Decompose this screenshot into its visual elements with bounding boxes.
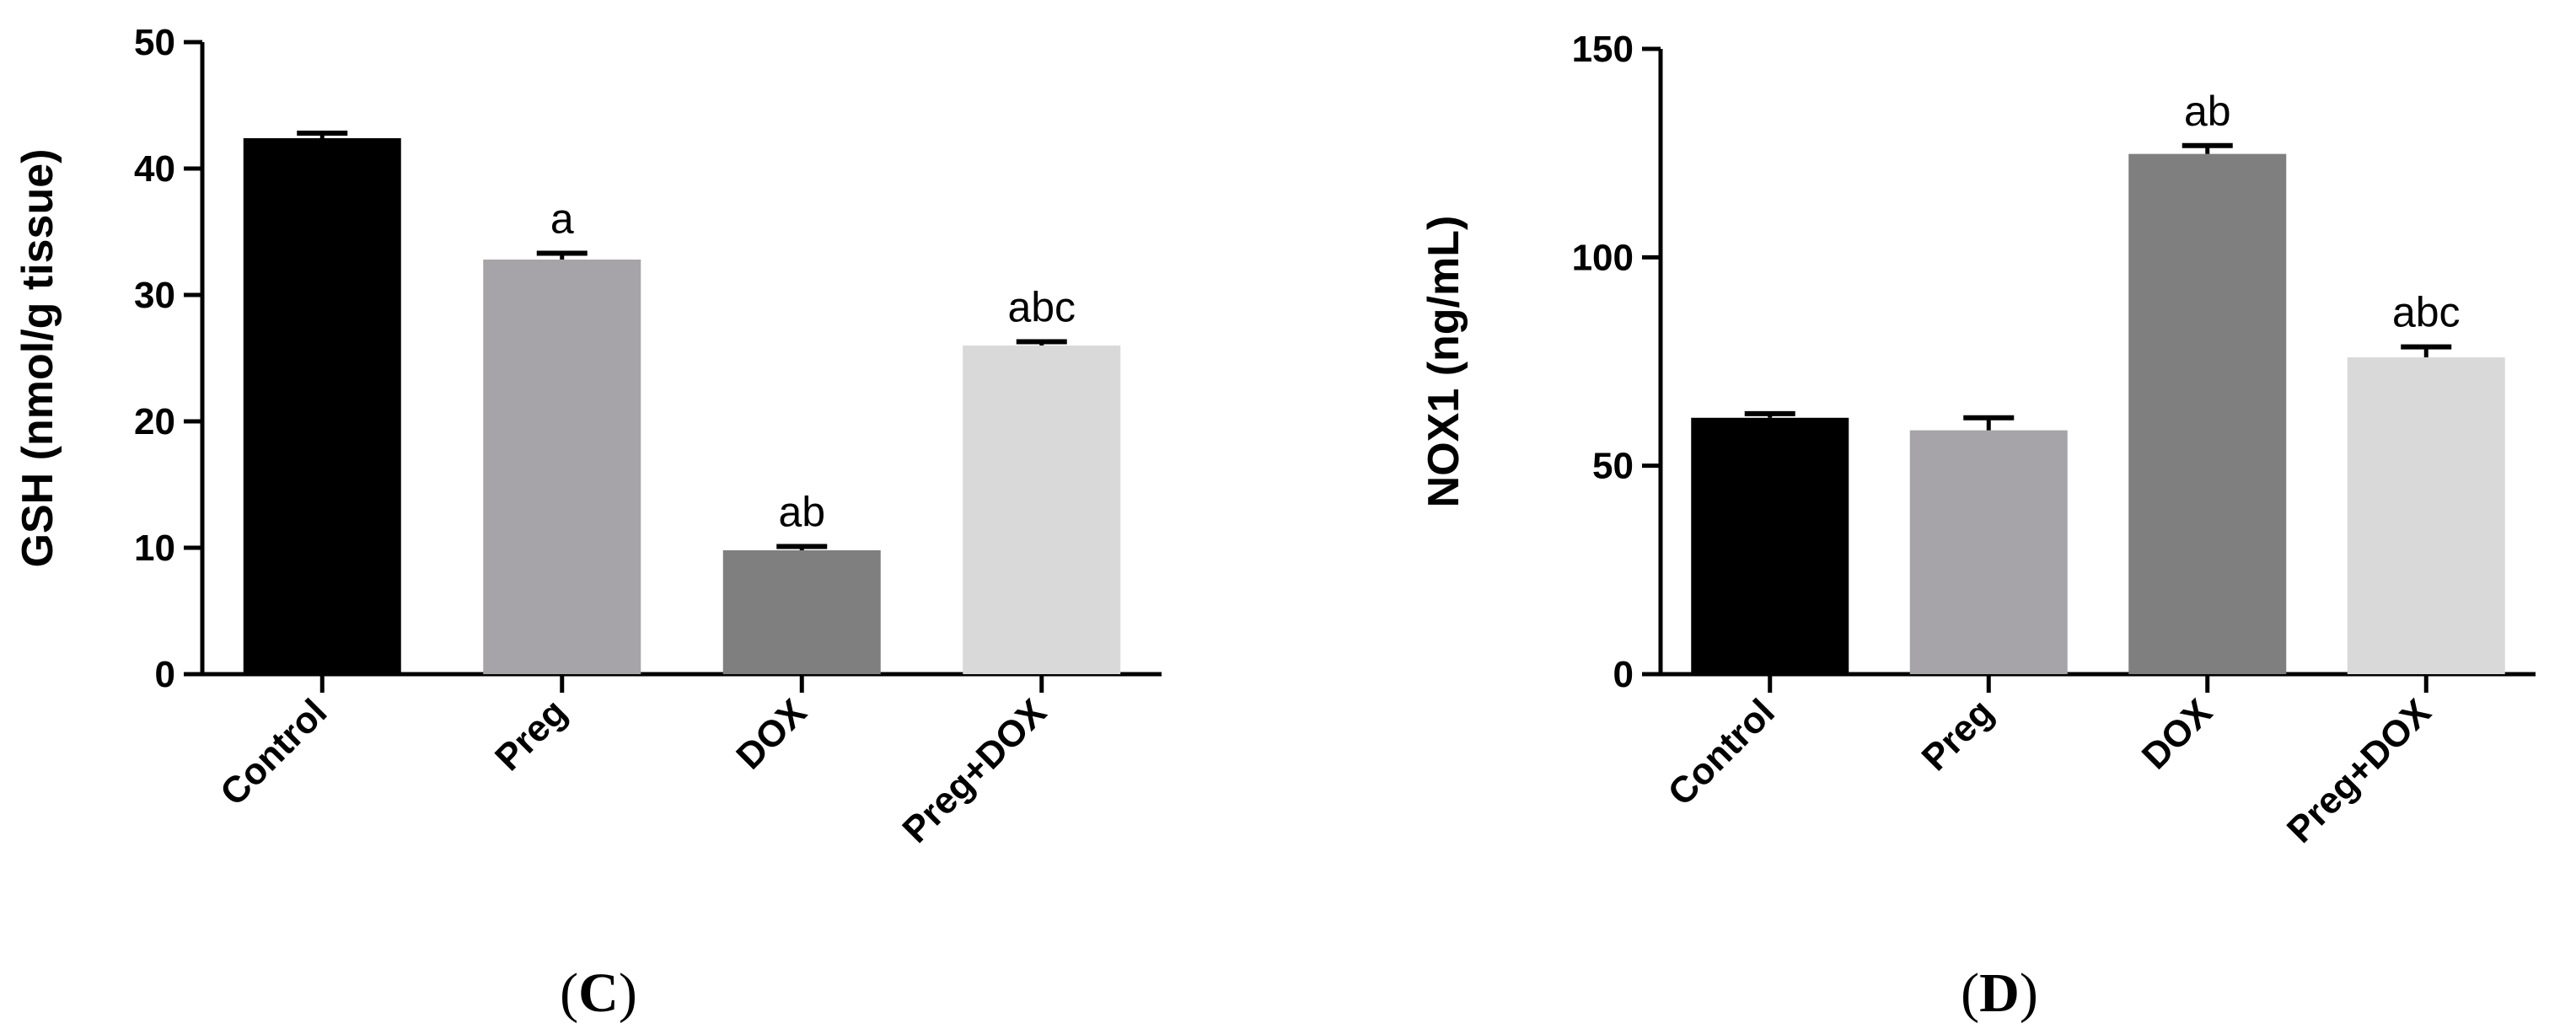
chart-panel-c: 0 10 20 30 40 50 GSH (nmol/g tissue) Control a Pr… [13,22,1162,1024]
x-tick-label: DOX [728,691,814,777]
y-axis-label: GSH (nmol/g tissue) [13,149,62,568]
y-tick-label: 30 [134,275,175,316]
bar-control [1691,417,1849,674]
y-tick-label: 0 [1613,654,1634,695]
y-tick-label: 20 [134,401,175,442]
significance-label: a [550,196,574,243]
y-tick-label: 10 [134,528,175,569]
significance-label: abc [1007,284,1076,331]
panel-label: (C) [560,962,637,1024]
x-tick-label: Preg+DOX [2279,691,2439,850]
x-tick-label: Preg+DOX [894,691,1054,850]
significance-label: ab [2184,88,2231,135]
y-tick-label: 150 [1572,29,1634,70]
x-tick-label: Preg [1913,691,2001,779]
bar-preg [1909,430,2068,674]
bar-preg-dox [2347,357,2505,674]
y-tick-label: 0 [155,654,175,695]
x-tick-label: DOX [2134,691,2220,777]
bar-dox [2128,153,2287,674]
chart-panel-d: 0 50 100 150 NOX1 (ng/mL) Control Preg ab DOX abc… [1419,29,2536,1024]
y-axis-label: NOX1 (ng/mL) [1419,216,1468,508]
x-tick-label: Control [212,691,335,813]
x-tick-label: Control [1661,691,1783,813]
significance-label: abc [2392,289,2461,336]
bar-preg-dox [963,346,1121,674]
significance-label: ab [778,489,825,536]
bar-preg [483,260,641,674]
y-tick-label: 50 [1592,446,1634,487]
bar-control [243,138,401,674]
y-tick-label: 40 [134,148,175,190]
bar-dox [722,550,881,674]
y-tick-label: 100 [1572,237,1634,278]
y-tick-label: 50 [134,22,175,63]
panel-label: (D) [1961,962,2038,1024]
x-tick-label: Preg [487,691,575,779]
